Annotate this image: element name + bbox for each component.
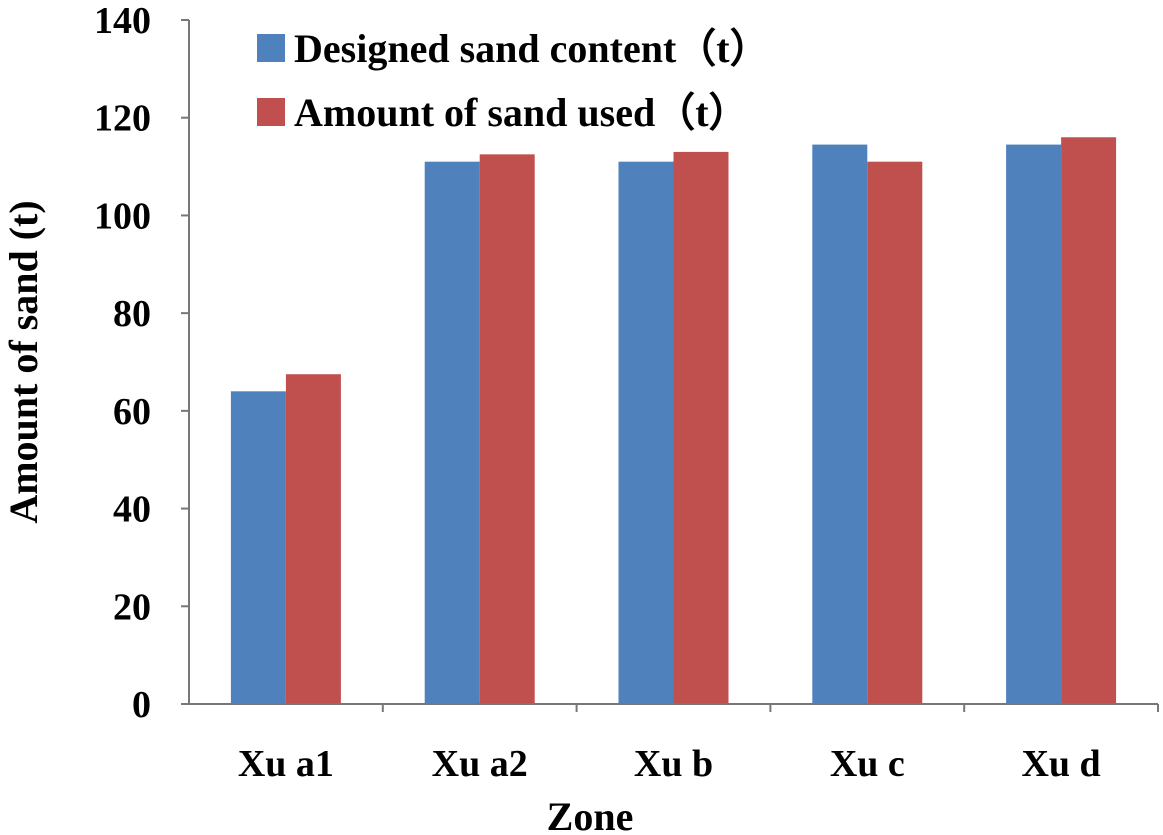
- x-tick-label: Xu a1: [238, 743, 334, 785]
- bar-used-0: [285, 374, 341, 704]
- legend-label-1: Amount of sand used（t）: [294, 90, 749, 135]
- bar-used-1: [479, 154, 535, 704]
- legend: Designed sand content（t） Amount of sand u…: [257, 26, 770, 135]
- y-ticks-group: 0 20 40 60 80 100 120 140: [94, 0, 189, 726]
- y-tick-label: 40: [113, 489, 151, 531]
- bar-used-4: [1061, 137, 1117, 704]
- axes-group: [188, 20, 1158, 705]
- y-tick-label: 140: [94, 0, 151, 42]
- x-tick-label: Xu d: [1021, 743, 1100, 785]
- x-tick-label: Xu b: [634, 743, 713, 785]
- y-tick-label: 0: [132, 684, 151, 726]
- x-tick-label: Xu a2: [432, 743, 528, 785]
- y-tick-label: 20: [113, 586, 151, 628]
- bar-used-3: [867, 161, 923, 704]
- x-ticks-group: Xu a1 Xu a2 Xu b Xu c Xu d: [238, 704, 1159, 785]
- y-tick-label: 80: [113, 293, 151, 335]
- legend-label-0: Designed sand content（t）: [294, 26, 770, 71]
- y-tick-label: 120: [94, 98, 151, 140]
- bars-group: [230, 137, 1117, 705]
- legend-swatch-1: [257, 98, 285, 126]
- y-tick-label: 60: [113, 391, 151, 433]
- bar-designed-0: [230, 391, 286, 704]
- bar-designed-3: [812, 144, 868, 705]
- x-axis-title: Zone: [547, 794, 634, 835]
- y-tick-label: 100: [94, 195, 151, 237]
- y-axis-title: Amount of sand (t): [1, 200, 46, 523]
- bar-designed-1: [424, 161, 480, 704]
- legend-swatch-0: [257, 34, 285, 62]
- bar-designed-2: [618, 161, 674, 704]
- x-tick-label: Xu c: [830, 743, 905, 785]
- bar-used-2: [673, 151, 729, 704]
- bar-designed-4: [1006, 144, 1062, 705]
